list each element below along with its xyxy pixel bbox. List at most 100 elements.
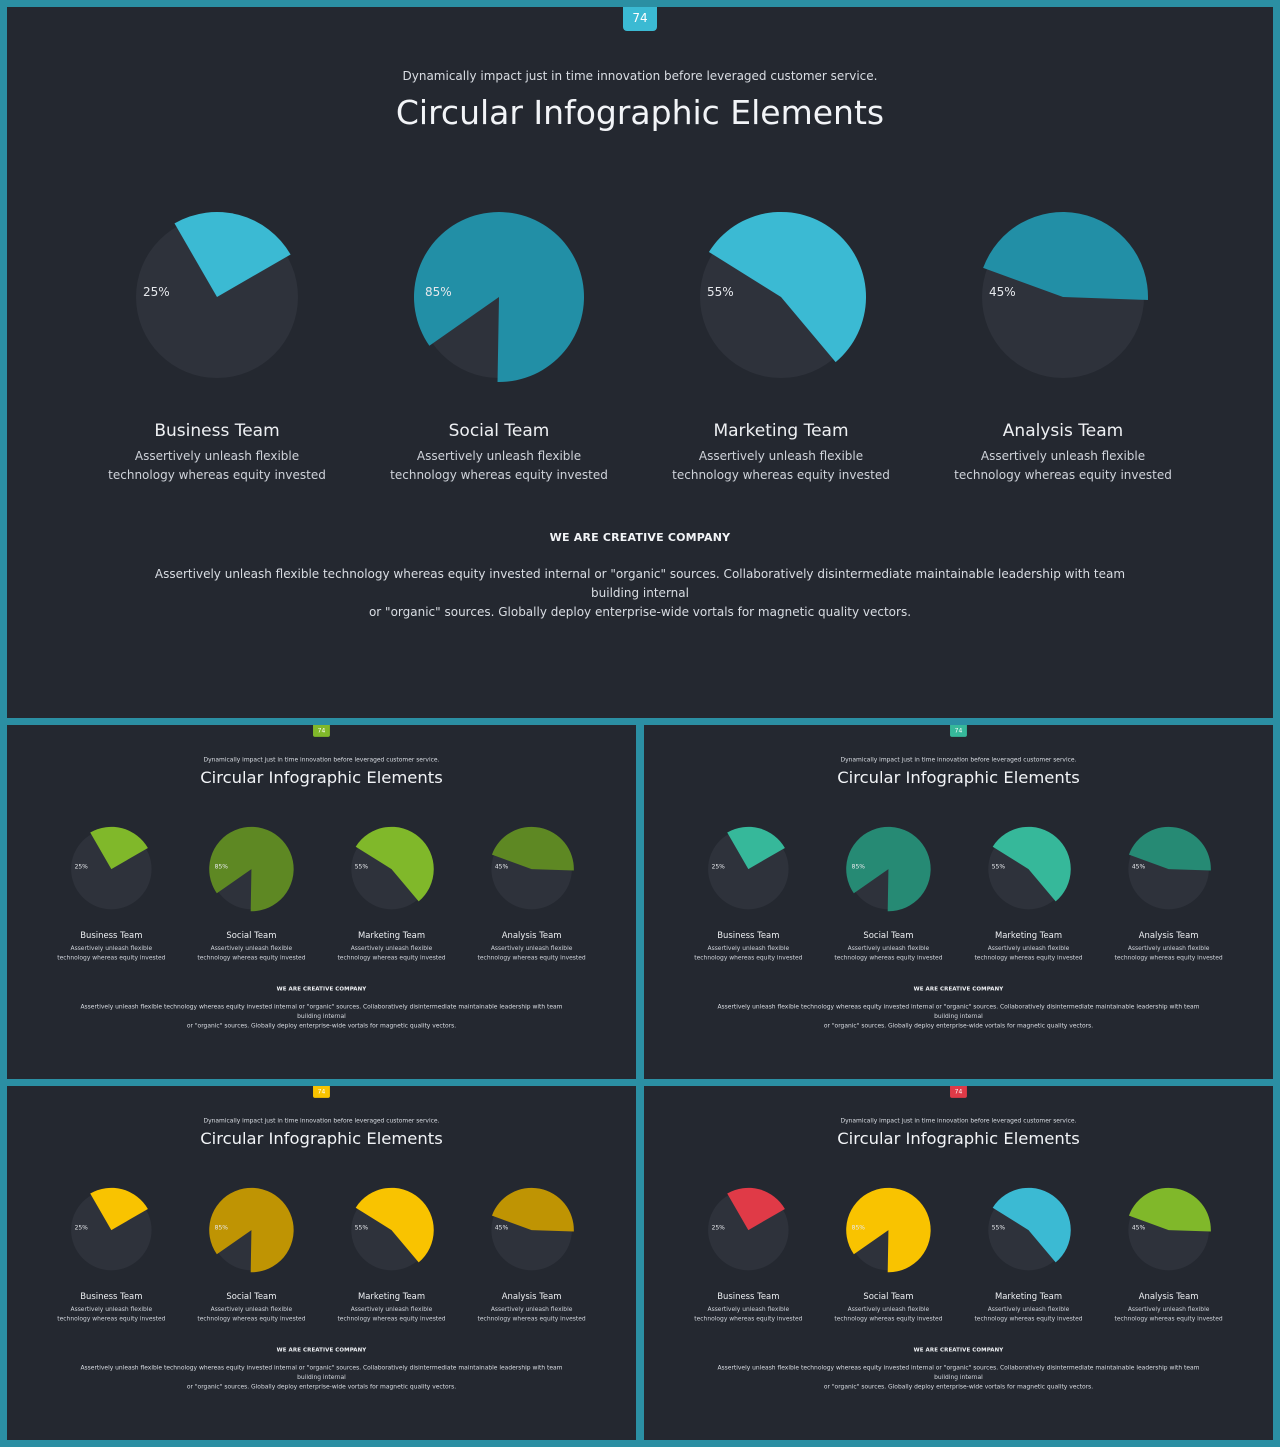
pie-percent-label: 55% [991,863,1006,871]
team-description: Assertively unleash flexible technology w… [964,944,1093,963]
pie-card-analysis-team: 45% Analysis Team Assertively unleash flex… [933,197,1193,485]
team-description-line-2: technology whereas equity invested [1114,954,1223,961]
team-name: Business Team [80,1291,143,1302]
bottom-body: Assertively unleash flexible technology … [147,565,1133,622]
team-description: Assertively unleash flexible technology w… [964,1305,1093,1324]
team-description: Assertively unleash flexible technology w… [467,1305,596,1324]
team-description-line-1: Assertively unleash flexible [490,944,573,952]
team-name: Social Team [226,1291,277,1302]
team-name: Analysis Team [1138,930,1199,941]
bottom-body-line-1: Assertively unleash flexible technology … [80,1003,563,1020]
pie-slice [727,826,785,870]
green-slide: 74 Dynamically impact just in time innov… [7,725,636,1079]
bottom-heading: WE ARE CREATIVE COMPANY [276,985,367,992]
page-number-badge: 74 [313,1086,330,1098]
slide-content: 74 Dynamically impact just in time innov… [7,1086,636,1439]
pie-percent-label: 45% [1131,863,1146,871]
team-description: Assertively unleash flexible technology w… [933,447,1193,485]
team-description: Assertively unleash flexible technology w… [369,447,629,485]
pie-card-analysis-team: 45% Analysis Team Assertively unleash flex… [1104,1180,1233,1323]
pie-chart [71,826,152,910]
team-description: Assertively unleash flexible technology w… [824,1305,953,1324]
pie-card-marketing-team: 55% Marketing Team Assertively unleash fle… [651,197,911,485]
team-name: Analysis Team [1002,421,1124,441]
pie-chart [988,826,1071,910]
pie-chart-row: 25% Business Team Assertively unleash flex… [644,819,1273,968]
team-name: Analysis Team [501,930,562,941]
bottom-body-line-1: Assertively unleash flexible technology … [80,1364,563,1381]
team-name: Marketing Team [357,930,426,941]
pie-slice [708,211,867,363]
team-name: Marketing Team [994,1291,1063,1302]
pie-percent-label: 25% [74,863,88,871]
bottom-heading: WE ARE CREATIVE COMPANY [913,985,1004,992]
team-description-line-2: technology whereas equity invested [337,1315,446,1322]
team-description-line-1: Assertively unleash flexible [134,449,300,463]
pie-percent-label: 85% [851,863,865,871]
pie-slice [414,212,585,383]
team-name: Social Team [448,421,550,441]
bottom-body-line-1: Assertively unleash flexible technology … [717,1003,1200,1020]
pie-percent-label: 55% [354,863,369,871]
team-description-line-1: Assertively unleash flexible [707,944,790,952]
bottom-body: Assertively unleash flexible technology … [77,1363,567,1391]
bottom-body: Assertively unleash flexible technology … [714,1363,1204,1391]
pie-chart-row: 25% Business Team Assertively unleash flex… [7,819,636,968]
pie-percent-label: 85% [214,863,228,871]
team-description: Assertively unleash flexible technology w… [327,944,456,963]
team-description-line-1: Assertively unleash flexible [1127,944,1210,952]
team-description-line-2: technology whereas equity invested [477,1315,586,1322]
pie-percent-label: 45% [989,285,1016,299]
team-description-line-1: Assertively unleash flexible [987,1305,1070,1313]
pie-percent-label: 45% [494,1224,509,1232]
pie-slice [846,1187,931,1273]
pie-card-analysis-team: 45% Analysis Team Assertively unleash flex… [467,819,596,962]
pie-percent-label: 25% [143,285,170,299]
team-description: Assertively unleash flexible technology w… [87,447,347,485]
bottom-heading: WE ARE CREATIVE COMPANY [913,1346,1004,1353]
pie-chart [708,1187,789,1271]
team-description-line-2: technology whereas equity invested [57,954,166,961]
bottom-body-line-2: or "organic" sources. Globally deploy en… [186,1022,457,1030]
team-name: Social Team [226,930,277,941]
team-description-line-1: Assertively unleash flexible [1127,1305,1210,1313]
team-description: Assertively unleash flexible technology w… [47,944,176,963]
team-name: Marketing Team [713,421,849,441]
pie-percent-label: 55% [354,1224,369,1232]
pie-slice [90,826,148,870]
bottom-body: Assertively unleash flexible technology … [714,1002,1204,1030]
slide-title: Circular Infographic Elements [837,767,1080,788]
team-description-line-2: technology whereas equity invested [834,954,943,961]
team-name: Business Team [154,421,280,441]
team-description-line-1: Assertively unleash flexible [70,1305,153,1313]
team-description-line-2: technology whereas equity invested [477,954,586,961]
slide-subtitle: Dynamically impact just in time innovati… [203,755,440,763]
team-description-line-1: Assertively unleash flexible [350,1305,433,1313]
pie-chart [700,211,867,378]
bottom-body-line-1: Assertively unleash flexible technology … [717,1364,1200,1381]
pie-chart [491,1187,574,1271]
page-number-badge: 74 [950,1086,967,1098]
pie-slice [355,826,434,902]
team-description: Assertively unleash flexible technology w… [684,944,813,963]
pie-card-social-team: 85% Social Team Assertively unleash flexib… [369,197,629,485]
pie-card-social-team: 85% Social Team Assertively unleash flexib… [187,1180,316,1323]
pie-slice [727,1187,785,1231]
pie-slice [1128,826,1211,871]
team-description-line-2: technology whereas equity invested [337,954,446,961]
pie-card-analysis-team: 45% Analysis Team Assertively unleash flex… [1104,819,1233,962]
slide-title: Circular Infographic Elements [395,93,885,132]
pie-card-business-team: 25% Business Team Assertively unleash flex… [684,819,813,962]
pie-percent-label: 25% [711,863,725,871]
team-description: Assertively unleash flexible technology w… [684,1305,813,1324]
slide-content: 74 Dynamically impact just in time innov… [644,725,1273,1078]
team-description: Assertively unleash flexible technology w… [1104,1305,1233,1324]
team-description-line-2: technology whereas equity invested [694,954,803,961]
team-name: Analysis Team [501,1291,562,1302]
bottom-body-line-2: or "organic" sources. Globally deploy en… [823,1022,1094,1030]
pie-card-marketing-team: 55% Marketing Team Assertively unleash fle… [964,1180,1093,1323]
pie-card-business-team: 25% Business Team Assertively unleash flex… [47,819,176,962]
multi-color-slide: 74 Dynamically impact just in time innov… [644,1086,1273,1440]
team-description-line-2: technology whereas equity invested [197,954,306,961]
pie-chart [846,826,931,912]
